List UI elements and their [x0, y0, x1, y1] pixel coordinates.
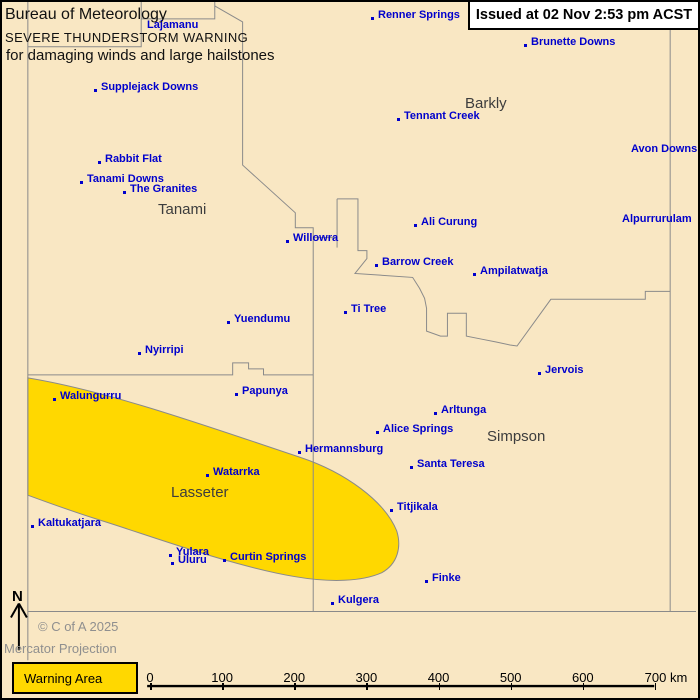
place-dot: [425, 580, 428, 583]
scale-tick: [510, 683, 513, 690]
place-name: Ali Curung: [421, 216, 478, 228]
warning-type-title: SEVERE THUNDERSTORM WARNING: [5, 30, 249, 45]
scale-tick: [222, 683, 224, 690]
region-label: Simpson: [487, 428, 546, 445]
border-district-northwest: [27, 2, 142, 48]
region-label: Tanami: [158, 201, 207, 218]
scale-tick-label: 0: [146, 670, 154, 685]
issued-timestamp: Issued at 02 Nov 2:53 pm ACST: [468, 2, 698, 30]
place-name: Kaltukatjara: [38, 517, 101, 529]
scale-tick-label: 400: [427, 670, 450, 685]
place-name: Yulara: [176, 546, 210, 558]
north-arrow: [10, 603, 28, 651]
border-district-tanami-east: [214, 5, 314, 612]
place-dot: [223, 559, 226, 562]
place-dot: [31, 525, 34, 528]
scale-tick: [150, 683, 152, 690]
place-name: Curtin Springs: [230, 551, 307, 563]
place-name: Jervois: [545, 364, 584, 376]
place-dot: [390, 509, 393, 512]
place-name: Nyirripi: [145, 344, 184, 356]
place-name: Lajamanu: [147, 19, 199, 31]
scale-tick: [438, 683, 441, 690]
place-name: Finke: [432, 572, 461, 584]
place-dot: [123, 191, 126, 194]
place-name: Alice Springs: [383, 423, 454, 435]
place-dot: [80, 181, 83, 184]
place-dot: [344, 311, 347, 314]
place-dot: [538, 372, 541, 375]
scale-tick-label: 200: [283, 670, 306, 685]
place-name: Ampilatwatja: [480, 265, 548, 277]
scale-tick: [294, 683, 296, 690]
scale-tick-label: 100: [211, 670, 233, 685]
place-name: Ti Tree: [351, 303, 387, 315]
place-dot: [375, 264, 378, 267]
place-dot: [138, 352, 141, 355]
agency-title: Bureau of Meteorology: [5, 6, 167, 23]
border-district-lajamanu: [141, 2, 216, 20]
place-name: Kulgera: [338, 594, 379, 606]
place-name: Santa Teresa: [417, 458, 485, 470]
place-dot: [206, 474, 209, 477]
place-name: Papunya: [242, 385, 288, 397]
place-name: Walungurru: [60, 390, 122, 402]
place-dot: [414, 224, 417, 227]
scale-tick-label: 300: [355, 670, 378, 685]
north-label: N: [12, 588, 23, 605]
copyright-text: © C of A 2025: [38, 619, 119, 634]
place-dot: [397, 118, 400, 121]
place-dot: [98, 161, 101, 164]
place-dot: [434, 412, 437, 415]
warning-area: [27, 377, 400, 581]
place-name: Renner Springs: [378, 9, 460, 21]
place-name: Alpurrurulam: [622, 213, 692, 225]
projection-text: Mercator Projection: [4, 641, 117, 656]
place-dot: [94, 89, 97, 92]
scale-tick-label: 700 km: [644, 670, 688, 685]
place-name: Willowra: [293, 232, 339, 244]
place-name: Tanami Downs: [87, 173, 164, 185]
warning-subtitle: for damaging winds and large hailstones: [6, 47, 275, 64]
place-name: Brunette Downs: [531, 36, 616, 48]
place-name: Barrow Creek: [382, 256, 454, 268]
place-dot: [235, 393, 238, 396]
place-name: Arltunga: [441, 404, 487, 416]
place-dot: [376, 431, 379, 434]
place-dot: [169, 554, 172, 557]
place-dot: [298, 451, 301, 454]
place-name: The Granites: [130, 183, 198, 195]
place-dot: [410, 466, 413, 469]
border-barkly-south: [337, 198, 671, 347]
scale-tick-label: 500: [499, 670, 522, 685]
place-dot: [227, 321, 230, 324]
place-dot: [524, 44, 527, 47]
warning-area-legend-label: Warning Area: [24, 670, 103, 686]
place-name: Watarrka: [213, 466, 260, 478]
border-tanami-south: [27, 362, 314, 376]
place-name: Hermannsburg: [305, 443, 384, 455]
scale-tick-label: 600: [571, 670, 594, 685]
place-name: Yuendumu: [234, 313, 291, 325]
place-dot: [53, 398, 56, 401]
place-dot: [371, 17, 374, 20]
place-dot: [473, 273, 476, 276]
place-name: Supplejack Downs: [101, 81, 199, 93]
place-name: Uluru: [178, 554, 207, 566]
place-dot: [331, 602, 334, 605]
scale-tick: [654, 683, 657, 690]
place-name: Titjikala: [397, 501, 438, 513]
place-name: Tennant Creek: [404, 110, 480, 122]
region-label: Barkly: [465, 95, 507, 112]
scale-tick: [366, 683, 368, 690]
place-dot: [171, 562, 174, 565]
place-name: Rabbit Flat: [105, 153, 162, 165]
place-dot: [286, 240, 289, 243]
region-label: Lasseter: [171, 484, 229, 501]
scale-tick: [582, 683, 585, 690]
warning-area-legend: Warning Area: [12, 662, 138, 694]
place-name: Avon Downs: [631, 143, 698, 155]
